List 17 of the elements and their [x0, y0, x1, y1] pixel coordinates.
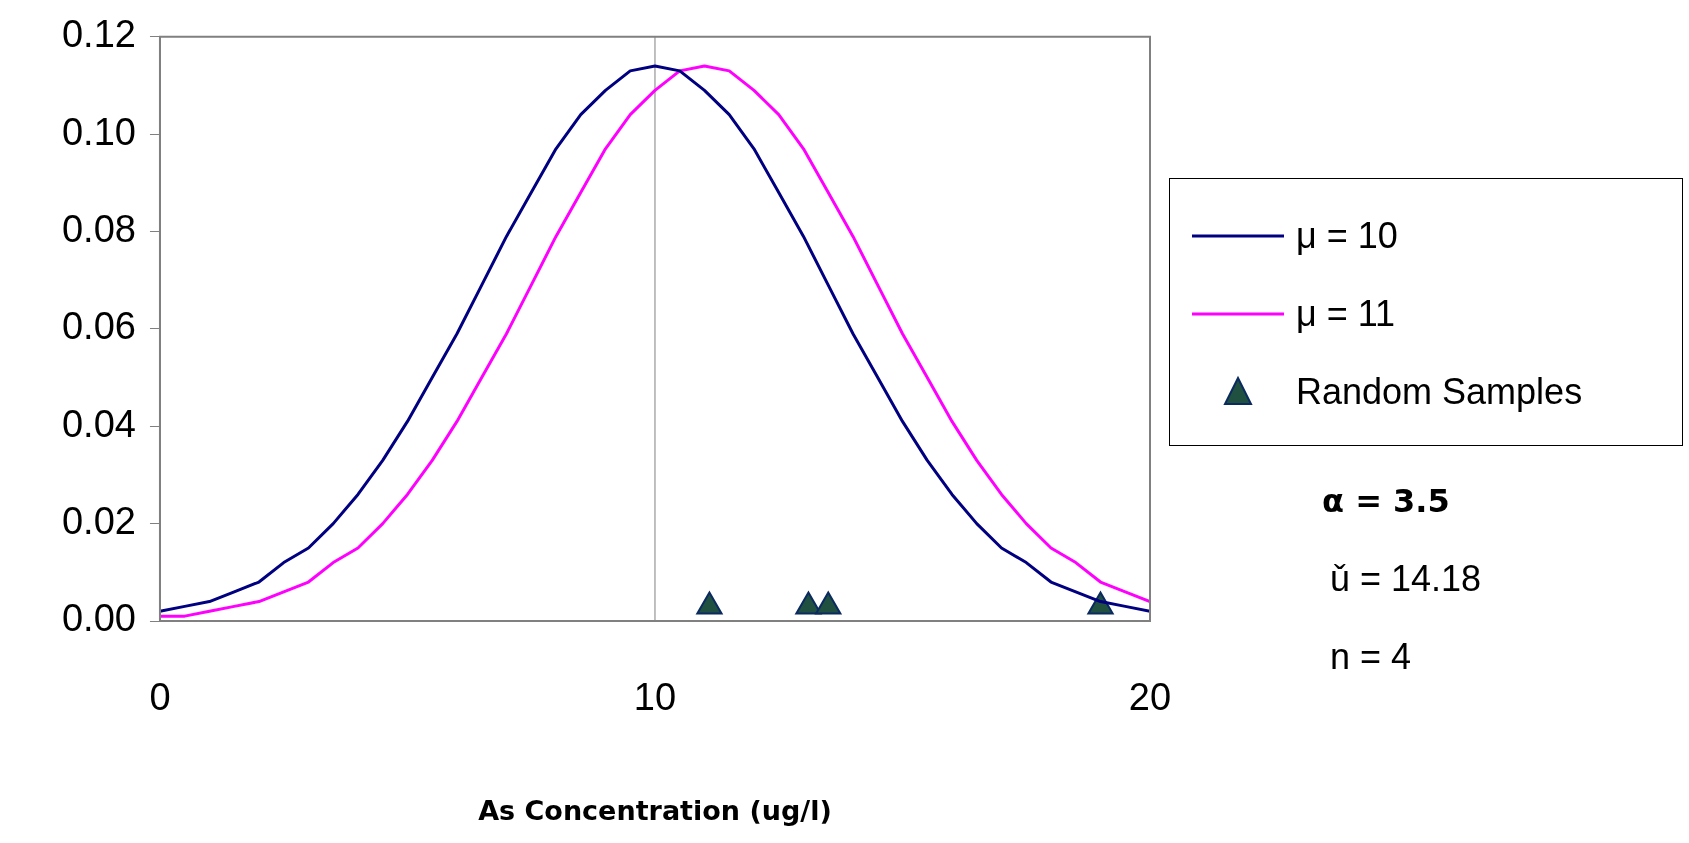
legend-label: μ = 10 — [1296, 215, 1398, 257]
y-tick-label: 0.06 — [61, 305, 136, 348]
y-tick-label: 0.00 — [61, 597, 136, 640]
legend-label: Random Samples — [1296, 371, 1583, 413]
legend-label: μ = 11 — [1296, 293, 1396, 335]
text: α = 3.5 — [1322, 481, 1451, 522]
x-tick-label: 0 — [149, 676, 171, 719]
x-axis-title: As Concentration (ug/l) — [478, 794, 832, 826]
y-tick-label: 0.02 — [61, 500, 136, 543]
text: ǔ = 14.18 — [1330, 557, 1482, 601]
text: n = 4 — [1330, 635, 1413, 679]
y-tick-label: 0.10 — [61, 110, 136, 153]
y-tick-label: 0.12 — [61, 13, 136, 56]
y-tick-label: 0.08 — [61, 208, 136, 251]
y-tick-label: 0.04 — [61, 402, 136, 445]
x-tick-label: 20 — [1128, 676, 1172, 719]
x-tick-label: 10 — [633, 676, 677, 719]
